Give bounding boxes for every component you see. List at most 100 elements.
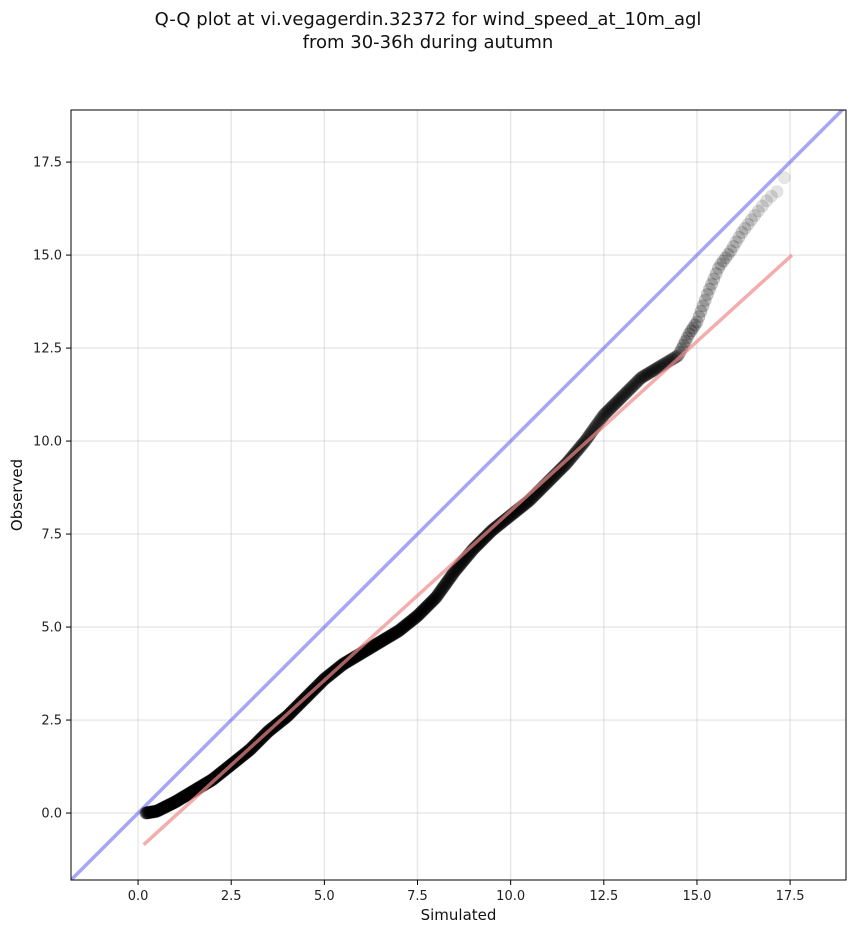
data-point <box>183 786 198 800</box>
data-point <box>602 402 617 416</box>
data-point <box>724 244 738 258</box>
data-point <box>399 618 413 632</box>
data-point <box>580 431 595 445</box>
data-point <box>598 406 613 420</box>
data-point <box>482 526 496 541</box>
data-point <box>403 614 418 629</box>
data-point <box>390 625 404 639</box>
data-point <box>488 521 502 535</box>
data-point <box>174 791 188 806</box>
data-point <box>393 622 408 637</box>
fit-line <box>142 253 794 846</box>
data-point <box>714 257 728 271</box>
data-point <box>429 591 443 605</box>
data-point <box>406 612 420 626</box>
data-point <box>395 621 409 635</box>
data-point <box>741 217 755 231</box>
data-point <box>424 595 438 609</box>
data-point <box>447 565 461 580</box>
data-point <box>151 804 165 818</box>
data-point <box>688 318 702 332</box>
data-point <box>700 287 714 302</box>
data-point <box>146 805 160 819</box>
y-tick-label: 2.5 <box>41 714 62 729</box>
data-point <box>417 602 431 616</box>
data-point <box>383 629 397 643</box>
data-point <box>374 634 389 648</box>
data-point <box>384 628 398 642</box>
data-point <box>371 636 385 650</box>
data-point <box>168 795 182 809</box>
data-point <box>176 790 191 804</box>
data-point <box>631 374 645 388</box>
data-point <box>170 794 184 808</box>
data-point <box>177 789 191 804</box>
data-point <box>632 373 646 387</box>
data-point <box>606 398 621 412</box>
data-point <box>159 799 173 813</box>
data-point <box>593 413 607 427</box>
data-point <box>145 805 159 819</box>
data-point <box>204 773 219 787</box>
data-point <box>647 363 662 377</box>
data-point <box>361 642 376 656</box>
x-tick-label: 2.5 <box>221 889 242 904</box>
data-point <box>139 806 154 820</box>
data-point <box>682 327 696 341</box>
data-point <box>423 597 437 611</box>
x-tick-label: 7.5 <box>407 889 428 904</box>
data-point <box>178 789 192 803</box>
data-point <box>404 614 419 628</box>
data-point <box>726 239 741 254</box>
data-point <box>204 774 218 788</box>
data-point <box>605 400 619 414</box>
data-point <box>382 630 396 644</box>
data-point <box>369 637 384 651</box>
data-point <box>419 600 433 614</box>
data-point <box>166 796 180 810</box>
data-point <box>684 324 698 338</box>
chart-title-line-2: from 30-36h during autumn <box>302 32 554 53</box>
x-tick-label: 0.0 <box>128 889 149 904</box>
data-point <box>394 622 408 636</box>
data-point <box>400 617 414 631</box>
data-point <box>175 791 189 805</box>
data-point <box>150 804 164 818</box>
data-point <box>604 401 618 415</box>
data-point <box>379 631 393 645</box>
data-point <box>176 790 190 804</box>
data-point <box>479 529 493 543</box>
data-point <box>634 371 648 385</box>
data-point <box>442 572 456 586</box>
data-point <box>402 616 416 630</box>
data-point <box>477 531 491 545</box>
data-point <box>560 456 574 470</box>
data-point <box>411 608 425 622</box>
data-point <box>643 365 657 380</box>
data-point <box>612 393 626 407</box>
data-point <box>386 627 400 641</box>
data-point <box>154 802 168 816</box>
data-point <box>751 204 766 218</box>
data-point <box>649 362 663 376</box>
data-point <box>430 589 444 604</box>
data-point <box>696 299 710 313</box>
data-point <box>709 267 723 281</box>
data-point <box>370 637 384 651</box>
data-point <box>139 806 153 820</box>
data-point <box>343 653 357 667</box>
y-tick-label: 12.5 <box>33 342 62 357</box>
data-point <box>716 254 730 268</box>
data-point <box>168 795 182 809</box>
data-point <box>389 625 403 639</box>
data-point <box>397 620 411 634</box>
data-point <box>392 624 406 638</box>
data-point <box>157 800 171 815</box>
data-point <box>686 321 700 335</box>
data-point <box>184 785 198 799</box>
data-point <box>729 235 743 249</box>
data-point <box>422 598 436 612</box>
data-point <box>613 391 628 406</box>
y-tick-label: 0.0 <box>41 807 62 822</box>
data-point <box>707 272 721 286</box>
